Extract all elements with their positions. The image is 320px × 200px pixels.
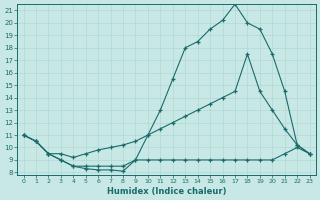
X-axis label: Humidex (Indice chaleur): Humidex (Indice chaleur): [107, 187, 226, 196]
